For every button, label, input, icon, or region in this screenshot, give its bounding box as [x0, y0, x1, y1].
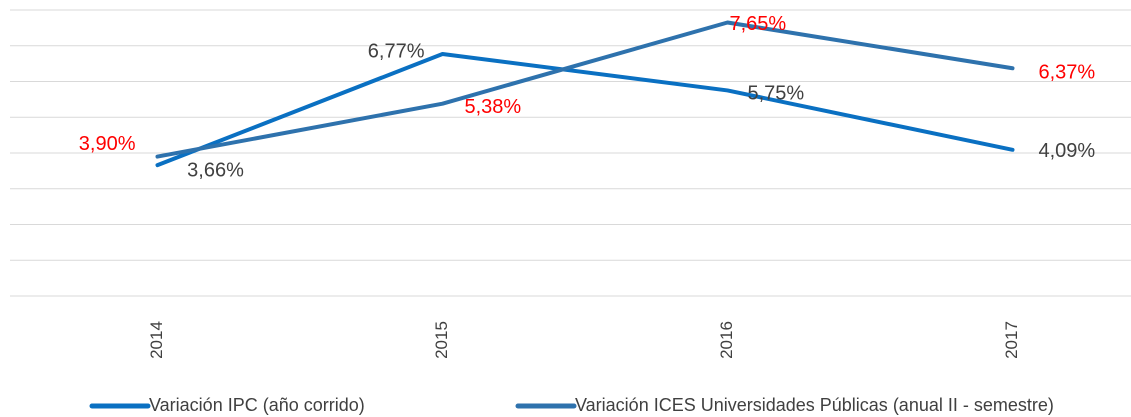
legend-label: Variación ICES Universidades Públicas (a…	[575, 395, 1054, 415]
legend-label: Variación IPC (año corrido)	[149, 395, 365, 415]
data-label: 6,77%	[368, 40, 425, 62]
data-label: 3,66%	[187, 159, 244, 181]
data-label: 5,75%	[748, 83, 805, 105]
x-tick-label: 2017	[1002, 321, 1021, 359]
series-line	[155, 20, 1015, 159]
data-label: 5,38%	[465, 96, 522, 118]
data-label: 4,09%	[1039, 140, 1096, 162]
series-line	[155, 51, 1015, 168]
data-label: 7,65%	[730, 13, 787, 35]
data-label: 3,90%	[79, 133, 136, 155]
x-tick-label: 2015	[432, 321, 451, 359]
data-label: 6,37%	[1039, 62, 1096, 84]
x-tick-label: 2014	[147, 321, 166, 359]
x-tick-label: 2016	[717, 321, 736, 359]
